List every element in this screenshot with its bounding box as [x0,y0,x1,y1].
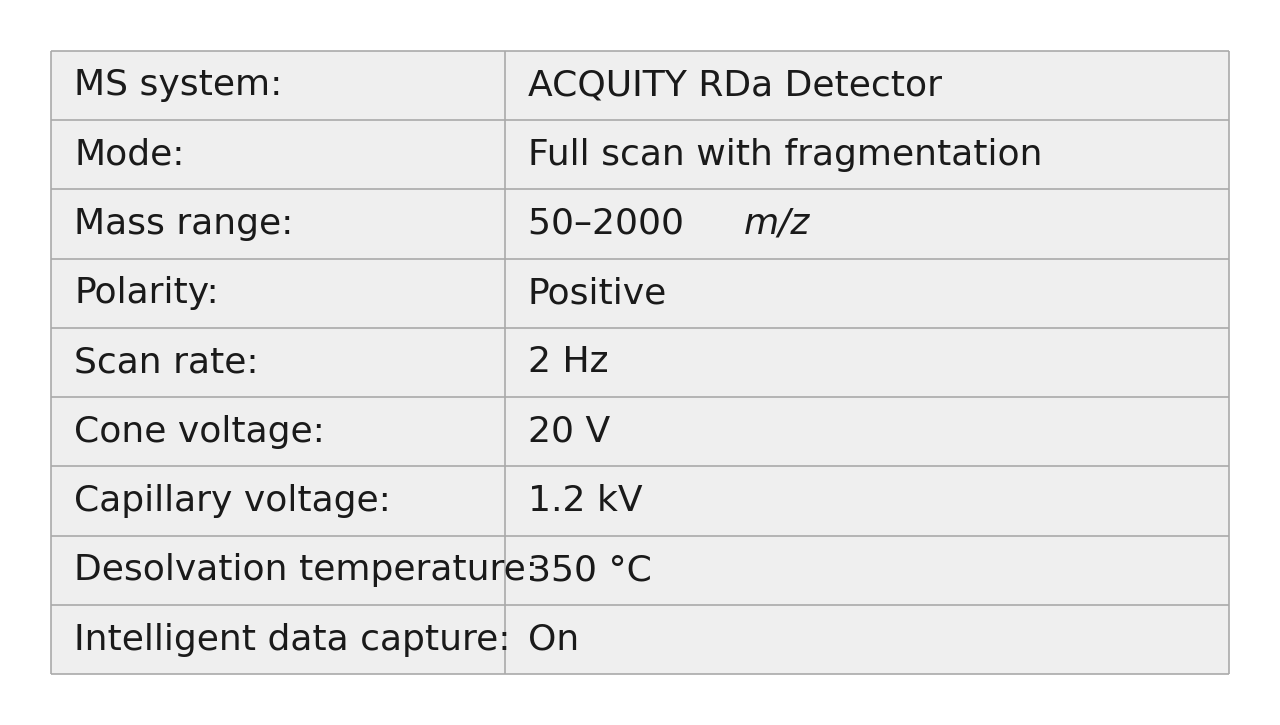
Bar [51,328,1229,397]
Bar [51,536,1229,605]
Text: 1.2 kV: 1.2 kV [527,484,643,518]
Text: Mode:: Mode: [74,138,184,172]
Text: 2 Hz: 2 Hz [527,346,608,379]
Text: Intelligent data capture:: Intelligent data capture: [74,623,511,657]
Text: m/z: m/z [744,207,810,241]
Text: Polarity:: Polarity: [74,276,219,310]
Text: 50–2000: 50–2000 [527,207,695,241]
Text: Cone voltage:: Cone voltage: [74,415,325,449]
Text: Scan rate:: Scan rate: [74,346,259,379]
Bar [51,397,1229,466]
Text: On: On [527,623,579,657]
Bar [51,51,1229,120]
Text: 20 V: 20 V [527,415,609,449]
Text: 350 °C: 350 °C [527,553,652,587]
Text: Capillary voltage:: Capillary voltage: [74,484,392,518]
Text: Mass range:: Mass range: [74,207,293,241]
Text: MS system:: MS system: [74,68,283,102]
Bar [51,120,1229,189]
Bar [51,259,1229,328]
Text: Full scan with fragmentation: Full scan with fragmentation [527,138,1042,172]
Text: Desolvation temperature:: Desolvation temperature: [74,553,539,587]
Text: ACQUITY RDa Detector: ACQUITY RDa Detector [527,68,942,102]
Bar [51,605,1229,674]
Text: Positive: Positive [527,276,667,310]
Bar [51,466,1229,536]
Bar [51,189,1229,259]
